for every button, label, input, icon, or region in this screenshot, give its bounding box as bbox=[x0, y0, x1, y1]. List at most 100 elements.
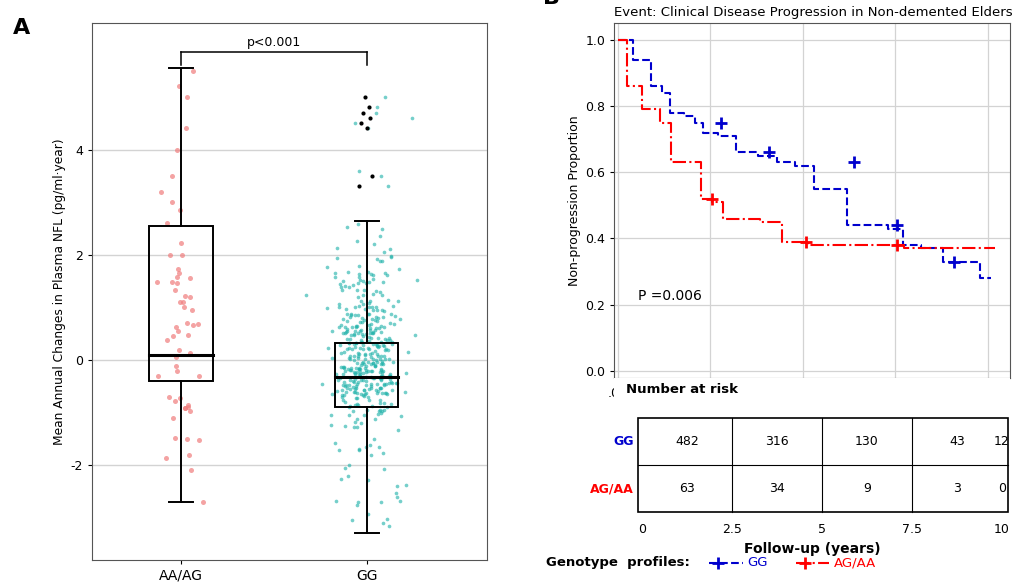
Point bbox=[375, 379, 391, 388]
Point bbox=[168, 322, 184, 331]
Point bbox=[346, 303, 363, 312]
Point bbox=[331, 374, 347, 383]
Point bbox=[364, 348, 380, 357]
Point bbox=[381, 371, 397, 381]
Point bbox=[370, 314, 386, 323]
Point bbox=[376, 380, 392, 389]
Text: p<0.001: p<0.001 bbox=[247, 36, 301, 49]
Point bbox=[337, 328, 354, 338]
Point bbox=[166, 434, 182, 443]
Point bbox=[369, 351, 385, 360]
Point bbox=[324, 353, 340, 362]
Point bbox=[179, 318, 196, 328]
Point bbox=[374, 360, 390, 369]
Point bbox=[341, 375, 358, 385]
Point bbox=[346, 310, 363, 319]
Point bbox=[169, 265, 185, 274]
Point bbox=[397, 368, 414, 378]
Point bbox=[382, 335, 398, 345]
Point bbox=[361, 344, 377, 353]
Point bbox=[337, 421, 354, 430]
Point bbox=[339, 324, 356, 333]
Point bbox=[345, 352, 362, 361]
Point bbox=[179, 400, 196, 409]
Point bbox=[323, 410, 339, 420]
Point bbox=[174, 297, 191, 307]
Point bbox=[352, 365, 368, 374]
Point bbox=[340, 338, 357, 347]
Point bbox=[159, 219, 175, 228]
Point bbox=[346, 326, 363, 336]
Point bbox=[383, 399, 399, 409]
Point bbox=[184, 321, 201, 330]
Point bbox=[333, 392, 350, 402]
Point bbox=[178, 434, 195, 444]
Point bbox=[374, 370, 390, 379]
Point bbox=[346, 417, 363, 426]
Point bbox=[381, 371, 397, 381]
Point bbox=[150, 372, 166, 381]
Point bbox=[373, 373, 389, 382]
Point bbox=[163, 198, 179, 207]
Point bbox=[350, 497, 366, 506]
Point bbox=[372, 231, 388, 240]
Point bbox=[354, 318, 370, 327]
Point bbox=[173, 251, 190, 260]
Point bbox=[330, 322, 346, 332]
Point bbox=[355, 390, 371, 399]
Point bbox=[392, 412, 409, 421]
Point bbox=[336, 282, 353, 291]
Point bbox=[383, 378, 399, 388]
Point bbox=[389, 425, 406, 434]
Point bbox=[363, 319, 379, 329]
Point bbox=[336, 377, 353, 387]
Point bbox=[372, 328, 388, 337]
Point bbox=[376, 342, 392, 351]
Point bbox=[164, 171, 180, 181]
Point bbox=[336, 362, 353, 371]
Point bbox=[371, 406, 387, 415]
Point bbox=[351, 364, 367, 373]
Text: 43: 43 bbox=[948, 435, 964, 448]
Point bbox=[343, 322, 360, 332]
Point bbox=[169, 145, 185, 154]
Point bbox=[353, 390, 369, 399]
Point bbox=[388, 489, 405, 498]
Point bbox=[339, 364, 356, 374]
Point bbox=[370, 386, 386, 395]
Point bbox=[374, 291, 390, 300]
Point bbox=[365, 289, 381, 298]
Point bbox=[364, 373, 380, 382]
Point bbox=[379, 403, 395, 412]
Point bbox=[368, 305, 384, 314]
Point bbox=[383, 377, 399, 387]
Point bbox=[331, 340, 347, 349]
Text: 482: 482 bbox=[675, 435, 698, 448]
Point bbox=[353, 375, 369, 385]
Point bbox=[314, 380, 330, 389]
Point bbox=[319, 304, 335, 313]
Point bbox=[355, 277, 371, 286]
Point bbox=[356, 391, 372, 401]
Point bbox=[356, 354, 372, 364]
Point bbox=[342, 330, 359, 339]
Point bbox=[373, 389, 389, 398]
Point bbox=[165, 414, 181, 423]
Point bbox=[336, 463, 353, 472]
Y-axis label: Mean Annual Changes in Plasma NFL (pg/ml·year): Mean Annual Changes in Plasma NFL (pg/ml… bbox=[53, 138, 66, 445]
Point bbox=[361, 309, 377, 318]
Point bbox=[355, 331, 371, 340]
Point bbox=[357, 351, 373, 360]
Point bbox=[367, 325, 383, 334]
Point bbox=[355, 108, 371, 117]
Point bbox=[384, 357, 400, 367]
Point bbox=[363, 366, 379, 375]
Point bbox=[347, 338, 364, 347]
Point bbox=[390, 264, 407, 273]
Point bbox=[382, 310, 398, 319]
Point bbox=[350, 310, 366, 319]
Point bbox=[319, 344, 335, 353]
Point bbox=[374, 368, 390, 377]
Point bbox=[346, 369, 363, 378]
Text: 7.5: 7.5 bbox=[901, 524, 921, 536]
